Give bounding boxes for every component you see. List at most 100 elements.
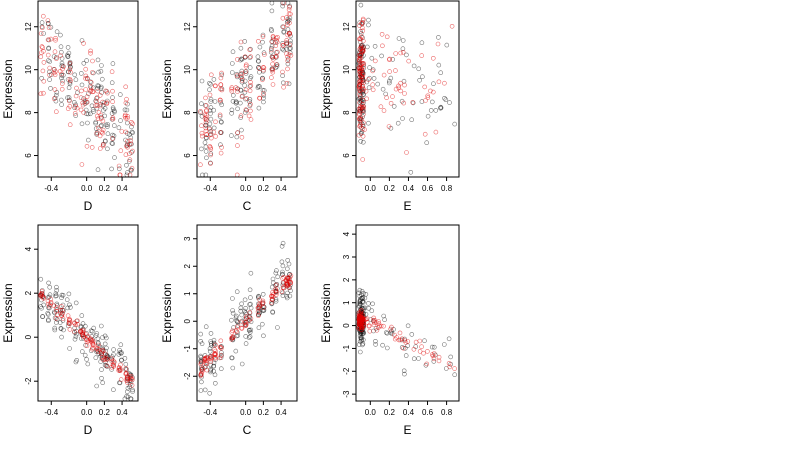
data-point: [45, 310, 51, 316]
data-point: [65, 69, 71, 75]
data-point: [94, 96, 99, 101]
data-point: [230, 310, 236, 316]
data-point: [88, 80, 94, 85]
data-point: [59, 56, 65, 61]
data-point: [425, 113, 431, 119]
data-point: [198, 353, 203, 359]
data-point: [90, 340, 95, 345]
data-point: [125, 145, 130, 150]
data-point: [54, 303, 60, 308]
data-point: [130, 121, 135, 127]
data-point: [117, 350, 123, 355]
data-point: [404, 150, 409, 155]
data-point: [229, 88, 235, 94]
data-point: [275, 274, 281, 280]
data-point: [203, 128, 209, 134]
x-tick-label: 0.8: [441, 408, 453, 417]
data-point: [199, 123, 204, 128]
y-tick-label: 2: [183, 263, 192, 268]
data-point: [230, 296, 235, 301]
data-point: [198, 331, 203, 337]
data-point: [93, 355, 99, 361]
data-point: [204, 135, 209, 141]
data-point: [83, 76, 88, 81]
data-point: [373, 342, 378, 347]
x-tick-label: 0.0: [365, 408, 377, 417]
data-point: [45, 18, 51, 23]
data-point: [357, 124, 363, 129]
data-point: [80, 100, 85, 106]
data-point: [112, 123, 117, 128]
data-point: [102, 341, 108, 347]
data-point: [366, 120, 371, 126]
data-point: [284, 266, 290, 272]
data-point: [127, 384, 132, 390]
data-point: [280, 293, 286, 298]
data-point: [83, 73, 89, 79]
y-tick-label: 1: [183, 291, 192, 296]
data-point: [432, 352, 438, 358]
data-point: [361, 305, 366, 311]
data-point: [39, 291, 45, 297]
data-point: [67, 302, 72, 308]
data-point: [384, 345, 390, 351]
data-point: [286, 52, 292, 58]
data-point: [67, 346, 72, 351]
plot-frame: [37, 224, 139, 402]
data-point: [41, 296, 46, 301]
data-point: [398, 88, 403, 94]
data-point: [269, 28, 274, 34]
data-point: [73, 103, 78, 109]
data-point: [82, 352, 88, 358]
data-point: [239, 68, 245, 74]
data-point: [208, 105, 214, 110]
data-point: [433, 108, 439, 113]
data-point: [86, 137, 91, 143]
data-point: [436, 358, 442, 364]
data-point: [230, 365, 236, 371]
data-point: [361, 120, 366, 126]
data-point: [429, 344, 435, 350]
data-point: [96, 342, 101, 348]
data-point: [93, 120, 98, 126]
data-point: [94, 95, 100, 100]
data-point: [248, 80, 253, 85]
data-point: [243, 107, 249, 112]
data-point: [118, 351, 124, 356]
data-point: [380, 342, 385, 348]
data-point: [247, 55, 253, 60]
data-point: [198, 109, 203, 114]
data-point: [198, 373, 204, 378]
data-point: [98, 68, 104, 74]
data-point: [59, 304, 64, 309]
data-point: [399, 336, 405, 342]
data-point: [129, 120, 134, 125]
data-point: [213, 380, 218, 386]
data-point: [284, 19, 290, 25]
data-point: [260, 75, 265, 81]
data-point: [59, 292, 65, 298]
data-point: [243, 305, 248, 311]
data-point: [100, 380, 105, 386]
data-point: [209, 135, 214, 141]
data-point: [424, 140, 430, 145]
data-point: [235, 106, 240, 112]
data-point: [52, 327, 58, 333]
data-point: [203, 149, 209, 154]
data-point: [370, 82, 376, 87]
data-point: [386, 124, 392, 129]
data-point: [378, 104, 384, 109]
data-point: [285, 19, 291, 24]
data-point: [284, 51, 289, 57]
data-point: [285, 257, 291, 263]
data-point: [357, 79, 363, 85]
data-point: [84, 144, 90, 149]
data-point: [218, 99, 223, 105]
data-point: [360, 341, 366, 347]
data-point: [94, 346, 100, 352]
data-point: [100, 130, 105, 136]
data-point: [246, 328, 252, 333]
x-tick-label: 0.0: [81, 408, 93, 417]
data-point: [287, 31, 293, 37]
data-point: [270, 34, 276, 40]
